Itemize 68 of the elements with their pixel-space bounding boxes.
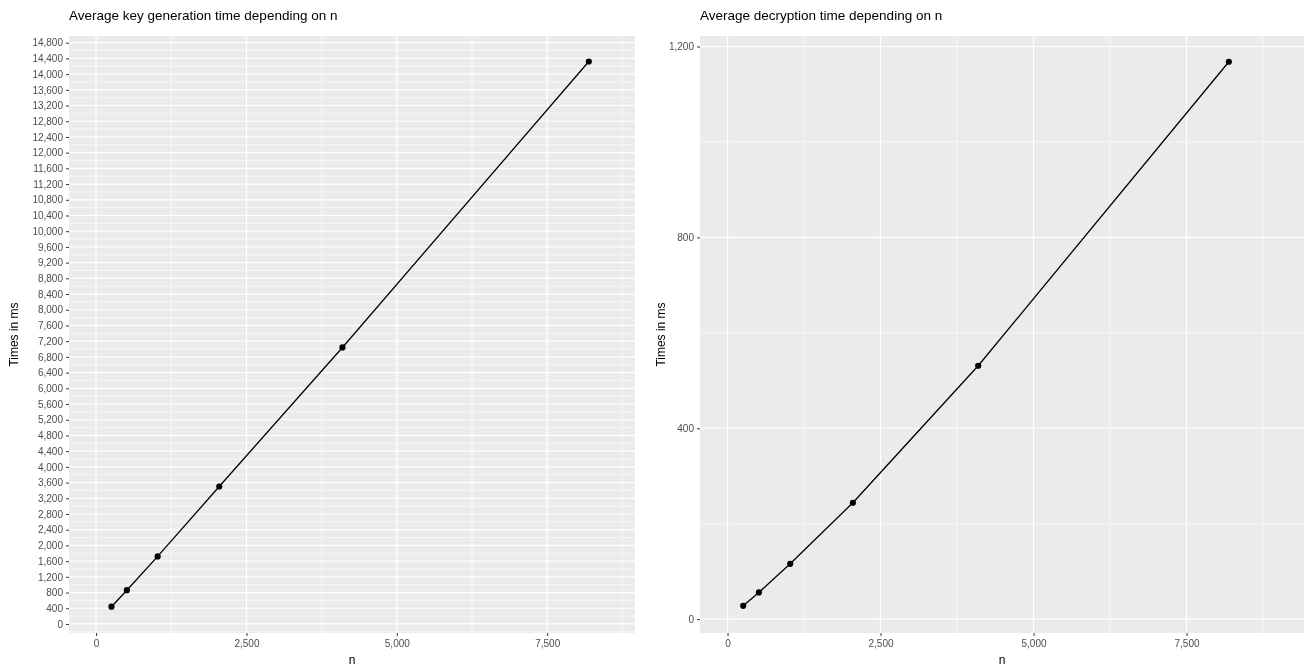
y-tick-label: 2,400 bbox=[37, 524, 64, 536]
y-tick-label: 6,800 bbox=[37, 351, 64, 363]
y-tick-label: 400 bbox=[677, 422, 695, 434]
y-tick-label: 12,800 bbox=[32, 115, 64, 127]
x-tick-label: 5,000 bbox=[1021, 638, 1047, 650]
y-tick-label: 14,400 bbox=[32, 53, 64, 65]
y-tick-label: 9,600 bbox=[37, 241, 64, 253]
x-tick-label: 5,000 bbox=[384, 638, 411, 650]
y-tick-label: 12,400 bbox=[32, 131, 64, 143]
y-tick-label: 4,800 bbox=[37, 430, 64, 442]
y-tick-label: 4,400 bbox=[37, 445, 64, 457]
y-tick-label: 3,200 bbox=[37, 492, 64, 504]
point bbox=[339, 344, 346, 351]
x-tick-label: 7,500 bbox=[1174, 638, 1200, 650]
y-tick-label: 10,800 bbox=[32, 194, 64, 206]
point bbox=[1225, 58, 1232, 65]
point bbox=[585, 58, 592, 65]
y-tick-label: 400 bbox=[46, 602, 64, 614]
y-axis-title: Times in ms bbox=[7, 302, 21, 367]
x-tick-label: 0 bbox=[725, 638, 732, 650]
point bbox=[755, 589, 762, 596]
point bbox=[216, 483, 223, 490]
point bbox=[108, 603, 115, 610]
y-tick-label: 10,400 bbox=[32, 210, 64, 222]
point bbox=[154, 553, 161, 560]
point bbox=[849, 499, 856, 506]
chart-title: Average key generation time depending on n bbox=[69, 8, 338, 23]
y-tick-label: 0 bbox=[57, 618, 64, 630]
x-tick-label: 0 bbox=[93, 638, 100, 650]
y-tick-label: 10,000 bbox=[32, 225, 64, 237]
y-axis-title: Times in ms bbox=[654, 302, 668, 367]
x-tick-label: 2,500 bbox=[868, 638, 894, 650]
x-axis-title: n bbox=[348, 653, 356, 667]
y-tick-label: 1,600 bbox=[37, 555, 64, 567]
y-tick-label: 11,600 bbox=[33, 163, 64, 175]
y-tick-label: 5,600 bbox=[37, 398, 64, 410]
y-tick-label: 8,800 bbox=[37, 273, 64, 285]
y-tick-label: 12,000 bbox=[32, 147, 64, 159]
y-tick-label: 8,400 bbox=[37, 288, 64, 300]
y-tick-label: 9,200 bbox=[37, 257, 64, 269]
y-tick-label: 7,200 bbox=[37, 335, 64, 347]
y-tick-label: 2,000 bbox=[37, 540, 64, 552]
x-tick-label: 7,500 bbox=[535, 638, 561, 650]
y-tick-label: 13,200 bbox=[32, 100, 64, 112]
y-tick-label: 4,000 bbox=[37, 461, 64, 473]
y-tick-label: 13,600 bbox=[32, 84, 64, 96]
y-tick-label: 6,400 bbox=[37, 367, 64, 379]
y-tick-label: 7,600 bbox=[37, 320, 64, 332]
point bbox=[787, 560, 794, 567]
point bbox=[740, 602, 747, 609]
y-tick-label: 14,800 bbox=[32, 37, 64, 49]
point bbox=[123, 587, 130, 594]
x-tick-label: 2,500 bbox=[234, 638, 260, 650]
y-tick-label: 14,000 bbox=[32, 68, 64, 80]
y-tick-label: 8,000 bbox=[37, 304, 64, 316]
y-tick-label: 3,600 bbox=[37, 477, 64, 489]
point bbox=[975, 362, 982, 369]
y-tick-label: 1,200 bbox=[37, 571, 64, 583]
y-tick-label: 1,200 bbox=[668, 41, 695, 53]
y-tick-label: 11,200 bbox=[33, 178, 64, 190]
y-tick-label: 800 bbox=[46, 587, 64, 599]
y-tick-label: 800 bbox=[677, 232, 695, 244]
y-tick-label: 6,000 bbox=[37, 383, 64, 395]
x-axis-title: n bbox=[998, 653, 1006, 667]
y-tick-label: 0 bbox=[688, 613, 695, 625]
chart-title: Average decryption time depending on n bbox=[700, 8, 943, 23]
y-tick-label: 5,200 bbox=[37, 414, 64, 426]
y-tick-label: 2,800 bbox=[37, 508, 64, 520]
